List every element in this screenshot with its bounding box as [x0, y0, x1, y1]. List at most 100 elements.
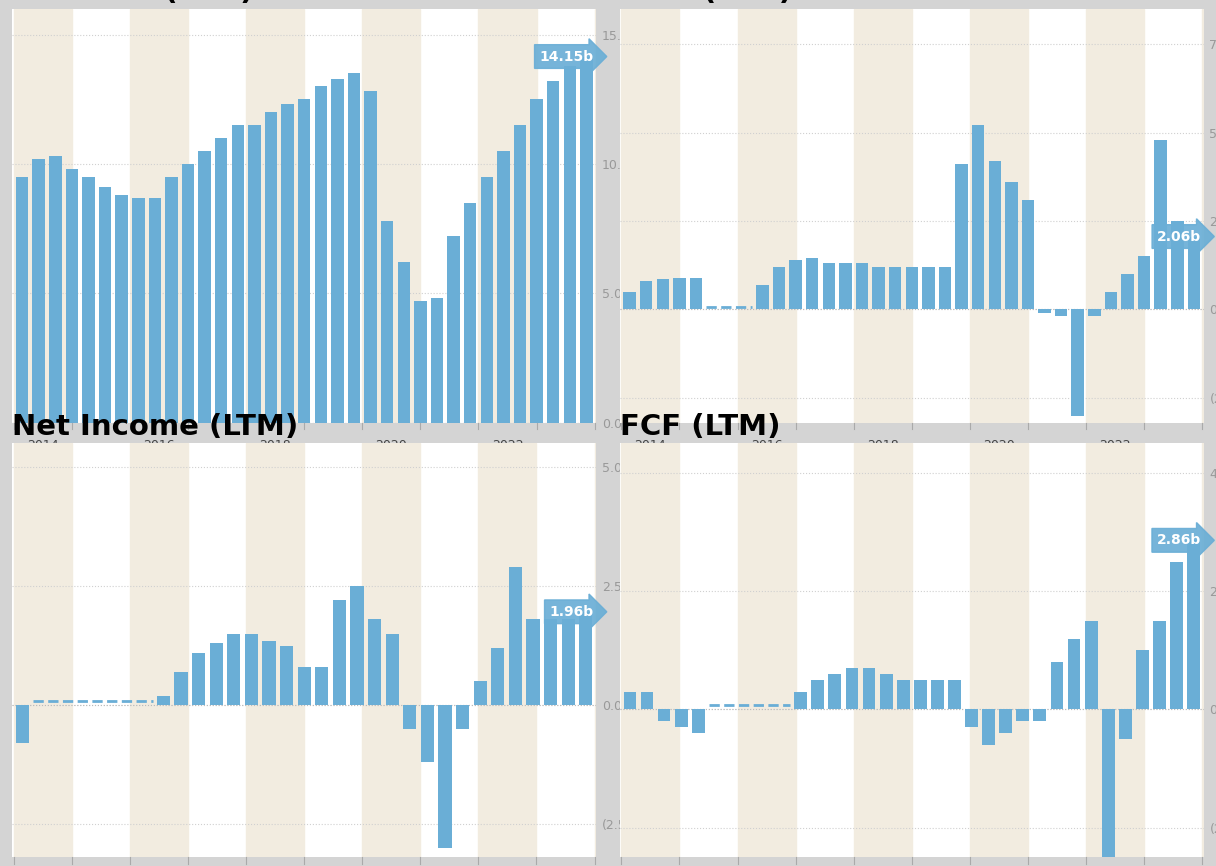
Text: 2014: 2014: [27, 439, 58, 452]
Bar: [33, 158, 45, 423]
Bar: [789, 260, 801, 309]
Bar: [130, 9, 188, 423]
Bar: [692, 709, 704, 734]
Bar: [1086, 443, 1144, 857]
Bar: [854, 443, 912, 857]
Bar: [1051, 662, 1063, 709]
Text: 2.86b: 2.86b: [1156, 533, 1201, 547]
Bar: [1119, 709, 1132, 739]
Bar: [1136, 650, 1149, 709]
Bar: [333, 600, 347, 705]
Bar: [381, 221, 394, 423]
Bar: [914, 680, 927, 709]
Bar: [922, 267, 935, 309]
Text: 2023: 2023: [1158, 464, 1189, 477]
Bar: [738, 443, 795, 857]
Bar: [13, 9, 72, 423]
Text: Net Income (LTM): Net Income (LTM): [12, 413, 298, 441]
Bar: [794, 692, 807, 709]
Bar: [822, 263, 835, 309]
Bar: [738, 9, 795, 423]
Text: 2018: 2018: [259, 439, 291, 452]
Bar: [1153, 621, 1166, 709]
Bar: [1102, 709, 1115, 857]
Bar: [595, 9, 653, 423]
Bar: [148, 197, 161, 423]
Bar: [362, 9, 421, 423]
Bar: [280, 645, 293, 705]
Bar: [478, 9, 536, 423]
Bar: [811, 680, 824, 709]
Bar: [854, 9, 912, 423]
Text: 2018: 2018: [867, 439, 899, 452]
Bar: [13, 443, 72, 857]
Text: 2020: 2020: [983, 439, 1015, 452]
Bar: [544, 619, 557, 705]
Text: 2021: 2021: [1041, 464, 1073, 477]
Bar: [1104, 292, 1118, 309]
Bar: [948, 680, 961, 709]
Bar: [421, 705, 434, 762]
Bar: [182, 164, 195, 423]
Bar: [66, 169, 78, 423]
Bar: [298, 667, 311, 705]
Bar: [1055, 309, 1068, 316]
Bar: [447, 236, 460, 423]
Bar: [527, 619, 540, 705]
Text: 2022: 2022: [1099, 439, 1131, 452]
Text: 2019: 2019: [317, 464, 349, 477]
Bar: [98, 187, 112, 423]
Bar: [939, 267, 951, 309]
Bar: [756, 285, 769, 309]
Bar: [1006, 182, 1018, 309]
Bar: [298, 100, 310, 423]
Bar: [689, 278, 703, 309]
Bar: [1187, 540, 1200, 709]
Bar: [547, 81, 559, 423]
Text: Revenue (LTM): Revenue (LTM): [12, 0, 254, 6]
Bar: [641, 692, 653, 709]
Bar: [281, 105, 294, 423]
Bar: [331, 79, 344, 423]
Bar: [430, 299, 443, 423]
Text: 2015: 2015: [85, 464, 117, 477]
Text: 2019: 2019: [925, 464, 957, 477]
Bar: [497, 151, 510, 423]
Bar: [398, 262, 410, 423]
Bar: [415, 301, 427, 423]
Bar: [263, 641, 276, 705]
Bar: [1203, 443, 1216, 857]
Bar: [83, 177, 95, 423]
Bar: [231, 125, 244, 423]
Bar: [1068, 638, 1081, 709]
Bar: [368, 619, 382, 705]
Bar: [385, 634, 399, 705]
Bar: [983, 709, 995, 745]
Bar: [133, 197, 145, 423]
Bar: [580, 56, 592, 423]
Bar: [972, 126, 985, 309]
Bar: [227, 634, 241, 705]
Bar: [889, 267, 901, 309]
Bar: [970, 9, 1028, 423]
Text: 14.15b: 14.15b: [540, 49, 593, 63]
Bar: [248, 125, 260, 423]
Bar: [674, 278, 686, 309]
Bar: [365, 92, 377, 423]
Text: 2017: 2017: [809, 464, 840, 477]
Bar: [1088, 309, 1100, 316]
Bar: [16, 705, 29, 743]
Bar: [165, 177, 178, 423]
Bar: [931, 680, 944, 709]
Bar: [157, 695, 170, 705]
Bar: [215, 138, 227, 423]
Bar: [513, 125, 527, 423]
Bar: [906, 267, 918, 309]
Bar: [130, 443, 188, 857]
Bar: [1000, 709, 1012, 734]
Text: 2016: 2016: [143, 439, 175, 452]
Bar: [658, 709, 670, 721]
Bar: [209, 643, 223, 705]
Bar: [579, 611, 592, 705]
Text: 2017: 2017: [201, 464, 233, 477]
